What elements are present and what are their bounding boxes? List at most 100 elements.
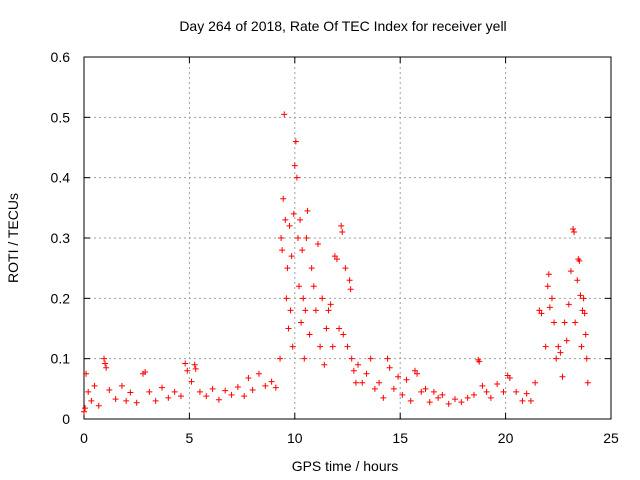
data-point xyxy=(411,367,418,374)
data-point xyxy=(300,295,307,302)
data-point xyxy=(286,222,293,229)
data-point xyxy=(445,400,452,407)
data-point xyxy=(103,364,110,371)
data-point xyxy=(278,235,285,241)
data-point xyxy=(319,295,326,302)
data-point xyxy=(544,283,551,290)
data-point xyxy=(101,355,108,362)
data-point xyxy=(288,253,295,260)
frame-layer xyxy=(83,56,612,420)
data-point xyxy=(487,394,494,401)
data-point xyxy=(452,396,459,403)
data-point xyxy=(577,292,584,299)
data-point xyxy=(395,373,402,380)
data-point xyxy=(380,394,387,401)
data-point xyxy=(312,307,319,314)
data-point xyxy=(476,358,483,365)
y-tick-label: 0.3 xyxy=(51,230,71,246)
data-point xyxy=(323,325,330,332)
data-point xyxy=(293,174,300,181)
data-point xyxy=(177,393,184,400)
data-point xyxy=(350,367,357,374)
data-point xyxy=(579,307,586,314)
data-point xyxy=(302,307,309,314)
data-point xyxy=(85,388,92,395)
data-point xyxy=(171,388,178,395)
data-point xyxy=(458,399,465,406)
data-point xyxy=(308,265,315,272)
x-tick-label: 10 xyxy=(287,430,303,446)
data-point xyxy=(245,374,252,381)
data-point xyxy=(209,385,216,392)
data-point xyxy=(317,343,324,350)
data-point xyxy=(192,365,199,372)
data-point xyxy=(407,397,414,404)
data-point xyxy=(234,384,241,391)
data-point xyxy=(582,331,589,338)
data-point xyxy=(281,111,288,118)
tick-layer: 0 5 10 15 20 25 0 0.1 0.2 0.3 0.4 0.5 0.6 xyxy=(51,49,619,446)
data-point xyxy=(333,256,340,263)
data-point xyxy=(342,265,349,272)
data-point xyxy=(303,235,310,241)
data-point xyxy=(346,277,353,284)
data-point xyxy=(182,360,189,367)
data-point xyxy=(563,337,570,344)
data-point xyxy=(292,138,299,145)
data-point xyxy=(561,319,568,326)
data-point xyxy=(352,379,359,386)
data-point xyxy=(196,388,203,395)
data-point xyxy=(527,397,534,404)
data-point xyxy=(327,301,334,308)
data-point xyxy=(152,397,159,404)
data-point xyxy=(249,387,256,394)
data-point xyxy=(88,397,95,404)
chart-title: Day 264 of 2018, Rate Of TEC Index for r… xyxy=(179,18,506,34)
data-point xyxy=(583,355,590,362)
y-tick-label: 0.1 xyxy=(51,351,71,367)
x-tick-label: 15 xyxy=(392,430,408,446)
x-tick-label: 20 xyxy=(498,430,514,446)
data-point xyxy=(574,277,581,284)
data-point xyxy=(106,387,113,394)
marker-layer xyxy=(81,111,591,415)
data-point xyxy=(414,370,421,377)
data-point xyxy=(355,361,362,368)
data-point xyxy=(567,268,574,275)
data-point xyxy=(578,343,585,350)
data-point xyxy=(279,247,286,254)
data-point xyxy=(344,343,351,350)
data-point xyxy=(287,307,294,314)
data-point xyxy=(390,385,397,392)
data-point xyxy=(142,368,149,375)
data-point xyxy=(203,393,210,400)
data-point xyxy=(546,304,553,311)
data-point xyxy=(483,388,490,395)
data-point xyxy=(321,361,328,368)
data-point xyxy=(268,378,275,385)
y-axis-label: ROTI / TECUs xyxy=(5,193,21,283)
x-tick-label: 25 xyxy=(603,430,619,446)
data-point xyxy=(347,286,354,293)
data-point xyxy=(95,402,102,409)
data-point xyxy=(545,271,552,278)
data-point xyxy=(479,382,486,389)
data-point xyxy=(280,195,287,202)
plot-frame xyxy=(83,56,612,420)
data-point xyxy=(158,384,165,391)
data-point xyxy=(340,331,347,338)
data-point xyxy=(188,378,195,385)
data-point xyxy=(123,397,130,404)
data-point xyxy=(294,235,301,241)
data-point xyxy=(572,319,579,326)
data-point xyxy=(435,394,442,401)
data-point xyxy=(127,389,134,396)
data-point xyxy=(82,405,89,412)
data-point xyxy=(222,387,229,394)
data-point xyxy=(331,253,338,260)
data-point xyxy=(371,385,378,392)
data-point xyxy=(386,364,393,371)
data-point xyxy=(272,384,279,391)
